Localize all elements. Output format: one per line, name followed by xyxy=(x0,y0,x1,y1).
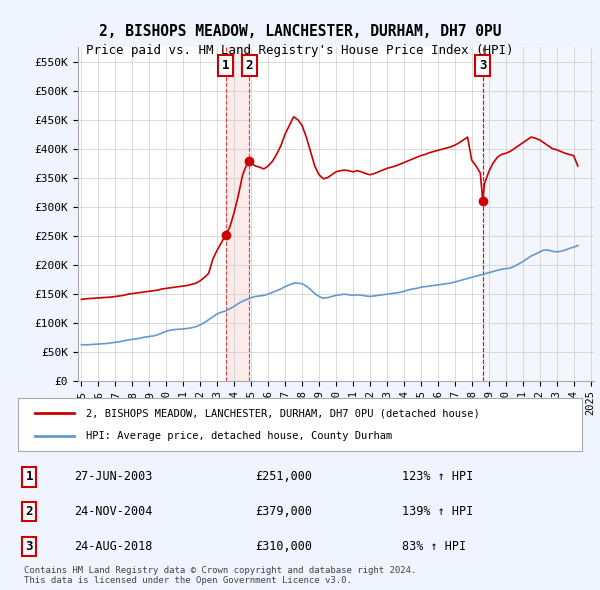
Text: £251,000: £251,000 xyxy=(255,470,312,483)
Text: 1: 1 xyxy=(222,59,229,72)
Text: 24-NOV-2004: 24-NOV-2004 xyxy=(74,505,153,519)
Text: 2: 2 xyxy=(26,505,33,519)
Text: 27-JUN-2003: 27-JUN-2003 xyxy=(74,470,153,483)
Text: 2: 2 xyxy=(245,59,253,72)
Text: 2, BISHOPS MEADOW, LANCHESTER, DURHAM, DH7 0PU (detached house): 2, BISHOPS MEADOW, LANCHESTER, DURHAM, D… xyxy=(86,408,479,418)
Text: 3: 3 xyxy=(479,59,487,72)
Text: 1: 1 xyxy=(26,470,33,483)
Text: 83% ↑ HPI: 83% ↑ HPI xyxy=(401,540,466,553)
Text: 24-AUG-2018: 24-AUG-2018 xyxy=(74,540,153,553)
Text: This data is licensed under the Open Government Licence v3.0.: This data is licensed under the Open Gov… xyxy=(24,576,352,585)
Text: £310,000: £310,000 xyxy=(255,540,312,553)
Text: 139% ↑ HPI: 139% ↑ HPI xyxy=(401,505,473,519)
Text: 3: 3 xyxy=(26,540,33,553)
Bar xyxy=(226,47,250,381)
Text: £379,000: £379,000 xyxy=(255,505,312,519)
Bar xyxy=(483,47,594,381)
Text: 123% ↑ HPI: 123% ↑ HPI xyxy=(401,470,473,483)
Text: Price paid vs. HM Land Registry's House Price Index (HPI): Price paid vs. HM Land Registry's House … xyxy=(86,44,514,57)
Text: HPI: Average price, detached house, County Durham: HPI: Average price, detached house, Coun… xyxy=(86,431,392,441)
Text: 2, BISHOPS MEADOW, LANCHESTER, DURHAM, DH7 0PU: 2, BISHOPS MEADOW, LANCHESTER, DURHAM, D… xyxy=(99,24,501,38)
Text: Contains HM Land Registry data © Crown copyright and database right 2024.: Contains HM Land Registry data © Crown c… xyxy=(24,566,416,575)
